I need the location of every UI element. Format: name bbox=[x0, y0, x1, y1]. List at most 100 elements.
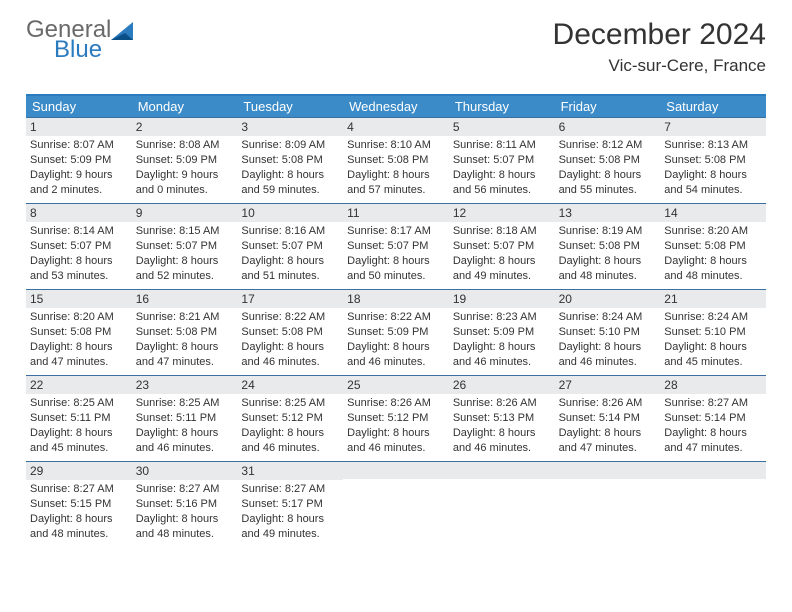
day-cell: 30Sunrise: 8:27 AMSunset: 5:16 PMDayligh… bbox=[132, 461, 238, 547]
sunset: Sunset: 5:09 PM bbox=[347, 325, 445, 340]
sunrise: Sunrise: 8:15 AM bbox=[136, 224, 234, 239]
day-number: 18 bbox=[343, 290, 449, 308]
sunrise: Sunrise: 8:10 AM bbox=[347, 138, 445, 153]
day-number: 4 bbox=[343, 118, 449, 136]
day-header: Tuesday bbox=[237, 96, 343, 117]
day-body: Sunrise: 8:10 AMSunset: 5:08 PMDaylight:… bbox=[343, 136, 449, 201]
daylight: Daylight: 8 hours and 45 minutes. bbox=[664, 340, 762, 370]
day-body: Sunrise: 8:27 AMSunset: 5:17 PMDaylight:… bbox=[237, 480, 343, 545]
sunset: Sunset: 5:14 PM bbox=[559, 411, 657, 426]
day-number bbox=[343, 462, 449, 479]
day-cell: 4Sunrise: 8:10 AMSunset: 5:08 PMDaylight… bbox=[343, 117, 449, 203]
sunset: Sunset: 5:07 PM bbox=[241, 239, 339, 254]
sunset: Sunset: 5:09 PM bbox=[453, 325, 551, 340]
sunset: Sunset: 5:09 PM bbox=[136, 153, 234, 168]
day-header: Monday bbox=[132, 96, 238, 117]
sunset: Sunset: 5:10 PM bbox=[559, 325, 657, 340]
day-body: Sunrise: 8:21 AMSunset: 5:08 PMDaylight:… bbox=[132, 308, 238, 373]
sunrise: Sunrise: 8:07 AM bbox=[30, 138, 128, 153]
daylight: Daylight: 8 hours and 46 minutes. bbox=[453, 426, 551, 456]
day-cell: 23Sunrise: 8:25 AMSunset: 5:11 PMDayligh… bbox=[132, 375, 238, 461]
day-cell: 31Sunrise: 8:27 AMSunset: 5:17 PMDayligh… bbox=[237, 461, 343, 547]
sunset: Sunset: 5:16 PM bbox=[136, 497, 234, 512]
day-body bbox=[555, 479, 661, 539]
day-cell: 21Sunrise: 8:24 AMSunset: 5:10 PMDayligh… bbox=[660, 289, 766, 375]
day-number: 19 bbox=[449, 290, 555, 308]
daylight: Daylight: 8 hours and 54 minutes. bbox=[664, 168, 762, 198]
day-number: 23 bbox=[132, 376, 238, 394]
sunset: Sunset: 5:08 PM bbox=[241, 153, 339, 168]
sunset: Sunset: 5:14 PM bbox=[664, 411, 762, 426]
sunrise: Sunrise: 8:11 AM bbox=[453, 138, 551, 153]
sunrise: Sunrise: 8:24 AM bbox=[559, 310, 657, 325]
day-cell: 10Sunrise: 8:16 AMSunset: 5:07 PMDayligh… bbox=[237, 203, 343, 289]
day-number: 10 bbox=[237, 204, 343, 222]
day-cell: 7Sunrise: 8:13 AMSunset: 5:08 PMDaylight… bbox=[660, 117, 766, 203]
sunset: Sunset: 5:12 PM bbox=[241, 411, 339, 426]
sunset: Sunset: 5:07 PM bbox=[30, 239, 128, 254]
day-body bbox=[449, 479, 555, 539]
sunset: Sunset: 5:08 PM bbox=[559, 239, 657, 254]
triangle-icon bbox=[111, 22, 137, 44]
day-number: 5 bbox=[449, 118, 555, 136]
title-block: December 2024 Vic-sur-Cere, France bbox=[553, 18, 766, 76]
day-cell: 15Sunrise: 8:20 AMSunset: 5:08 PMDayligh… bbox=[26, 289, 132, 375]
daylight: Daylight: 8 hours and 49 minutes. bbox=[241, 512, 339, 542]
sunset: Sunset: 5:07 PM bbox=[347, 239, 445, 254]
day-number: 25 bbox=[343, 376, 449, 394]
daylight: Daylight: 8 hours and 57 minutes. bbox=[347, 168, 445, 198]
day-number: 15 bbox=[26, 290, 132, 308]
sunrise: Sunrise: 8:26 AM bbox=[559, 396, 657, 411]
day-cell: 2Sunrise: 8:08 AMSunset: 5:09 PMDaylight… bbox=[132, 117, 238, 203]
day-number: 21 bbox=[660, 290, 766, 308]
sunset: Sunset: 5:15 PM bbox=[30, 497, 128, 512]
daylight: Daylight: 9 hours and 0 minutes. bbox=[136, 168, 234, 198]
day-number: 27 bbox=[555, 376, 661, 394]
day-number: 7 bbox=[660, 118, 766, 136]
day-body: Sunrise: 8:08 AMSunset: 5:09 PMDaylight:… bbox=[132, 136, 238, 201]
sunrise: Sunrise: 8:24 AM bbox=[664, 310, 762, 325]
day-cell: 29Sunrise: 8:27 AMSunset: 5:15 PMDayligh… bbox=[26, 461, 132, 547]
day-cell: 18Sunrise: 8:22 AMSunset: 5:09 PMDayligh… bbox=[343, 289, 449, 375]
sunrise: Sunrise: 8:13 AM bbox=[664, 138, 762, 153]
sunset: Sunset: 5:07 PM bbox=[453, 153, 551, 168]
day-body: Sunrise: 8:14 AMSunset: 5:07 PMDaylight:… bbox=[26, 222, 132, 287]
day-body: Sunrise: 8:24 AMSunset: 5:10 PMDaylight:… bbox=[555, 308, 661, 373]
day-cell bbox=[343, 461, 449, 547]
day-number: 17 bbox=[237, 290, 343, 308]
sunset: Sunset: 5:08 PM bbox=[241, 325, 339, 340]
daylight: Daylight: 8 hours and 45 minutes. bbox=[30, 426, 128, 456]
day-body: Sunrise: 8:19 AMSunset: 5:08 PMDaylight:… bbox=[555, 222, 661, 287]
day-body: Sunrise: 8:25 AMSunset: 5:11 PMDaylight:… bbox=[26, 394, 132, 459]
daylight: Daylight: 8 hours and 51 minutes. bbox=[241, 254, 339, 284]
day-body: Sunrise: 8:25 AMSunset: 5:12 PMDaylight:… bbox=[237, 394, 343, 459]
daylight: Daylight: 8 hours and 47 minutes. bbox=[664, 426, 762, 456]
day-body: Sunrise: 8:26 AMSunset: 5:12 PMDaylight:… bbox=[343, 394, 449, 459]
daylight: Daylight: 8 hours and 50 minutes. bbox=[347, 254, 445, 284]
daylight: Daylight: 9 hours and 2 minutes. bbox=[30, 168, 128, 198]
day-body: Sunrise: 8:27 AMSunset: 5:15 PMDaylight:… bbox=[26, 480, 132, 545]
sunrise: Sunrise: 8:08 AM bbox=[136, 138, 234, 153]
day-body: Sunrise: 8:16 AMSunset: 5:07 PMDaylight:… bbox=[237, 222, 343, 287]
day-body: Sunrise: 8:22 AMSunset: 5:08 PMDaylight:… bbox=[237, 308, 343, 373]
sunrise: Sunrise: 8:14 AM bbox=[30, 224, 128, 239]
day-body: Sunrise: 8:07 AMSunset: 5:09 PMDaylight:… bbox=[26, 136, 132, 201]
day-number: 31 bbox=[237, 462, 343, 480]
day-header: Wednesday bbox=[343, 96, 449, 117]
day-cell: 6Sunrise: 8:12 AMSunset: 5:08 PMDaylight… bbox=[555, 117, 661, 203]
header: General Blue December 2024 Vic-sur-Cere,… bbox=[26, 18, 766, 76]
day-cell: 1Sunrise: 8:07 AMSunset: 5:09 PMDaylight… bbox=[26, 117, 132, 203]
day-number bbox=[449, 462, 555, 479]
sunrise: Sunrise: 8:27 AM bbox=[136, 482, 234, 497]
day-cell: 17Sunrise: 8:22 AMSunset: 5:08 PMDayligh… bbox=[237, 289, 343, 375]
day-number bbox=[660, 462, 766, 479]
day-header: Thursday bbox=[449, 96, 555, 117]
day-cell: 22Sunrise: 8:25 AMSunset: 5:11 PMDayligh… bbox=[26, 375, 132, 461]
day-cell: 24Sunrise: 8:25 AMSunset: 5:12 PMDayligh… bbox=[237, 375, 343, 461]
sunrise: Sunrise: 8:20 AM bbox=[30, 310, 128, 325]
sunrise: Sunrise: 8:20 AM bbox=[664, 224, 762, 239]
day-number: 9 bbox=[132, 204, 238, 222]
day-cell: 26Sunrise: 8:26 AMSunset: 5:13 PMDayligh… bbox=[449, 375, 555, 461]
day-body: Sunrise: 8:09 AMSunset: 5:08 PMDaylight:… bbox=[237, 136, 343, 201]
day-number bbox=[555, 462, 661, 479]
